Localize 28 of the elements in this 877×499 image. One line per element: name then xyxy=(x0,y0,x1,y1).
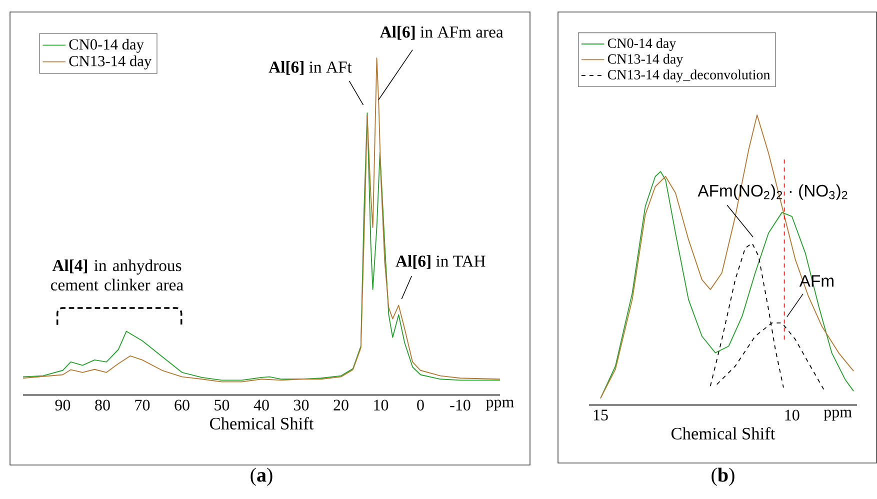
x-tick-label: 10 xyxy=(374,400,388,410)
x-axis-title: Chemical Shift xyxy=(210,417,314,430)
annotation: Al[6] in AFt xyxy=(268,61,352,75)
x-tick-label: ppm xyxy=(486,400,514,411)
legend-label: CN0-14 day xyxy=(608,38,676,51)
x-tick-label: 15 xyxy=(594,410,608,420)
x-tick-label: 10 xyxy=(785,410,800,420)
legend-label: CN0-14 day xyxy=(69,38,144,53)
annotation: Al[4] in anhydrous cement clinker area xyxy=(50,259,184,291)
x-tick-label: 40 xyxy=(254,400,269,410)
x-tick-label: 90 xyxy=(55,400,70,410)
legend-label: CN13-14 day xyxy=(608,54,684,67)
text: (a) xyxy=(250,468,272,486)
legend-label: CN13-14 day_deconvolution xyxy=(608,70,770,82)
x-tick-label: 0 xyxy=(417,400,424,410)
legend-label: CN13-14 day xyxy=(69,55,152,70)
x-tick-label: 30 xyxy=(294,400,309,410)
x-tick-label: 80 xyxy=(95,400,110,410)
x-axis-title: Chemical Shift xyxy=(671,427,776,440)
x-tick-label: 20 xyxy=(334,400,348,410)
text: (b) xyxy=(712,468,734,486)
x-tick-label: 50 xyxy=(214,400,230,410)
x-tick-label: ppm xyxy=(824,410,852,421)
x-tick-label: -10 xyxy=(450,400,470,410)
annotation: Al[6] in AFm area xyxy=(380,26,504,40)
x-tick-label: 60 xyxy=(174,400,190,410)
x-tick-label: 70 xyxy=(135,400,150,410)
annotation: Al[6] in TAH xyxy=(396,255,486,269)
